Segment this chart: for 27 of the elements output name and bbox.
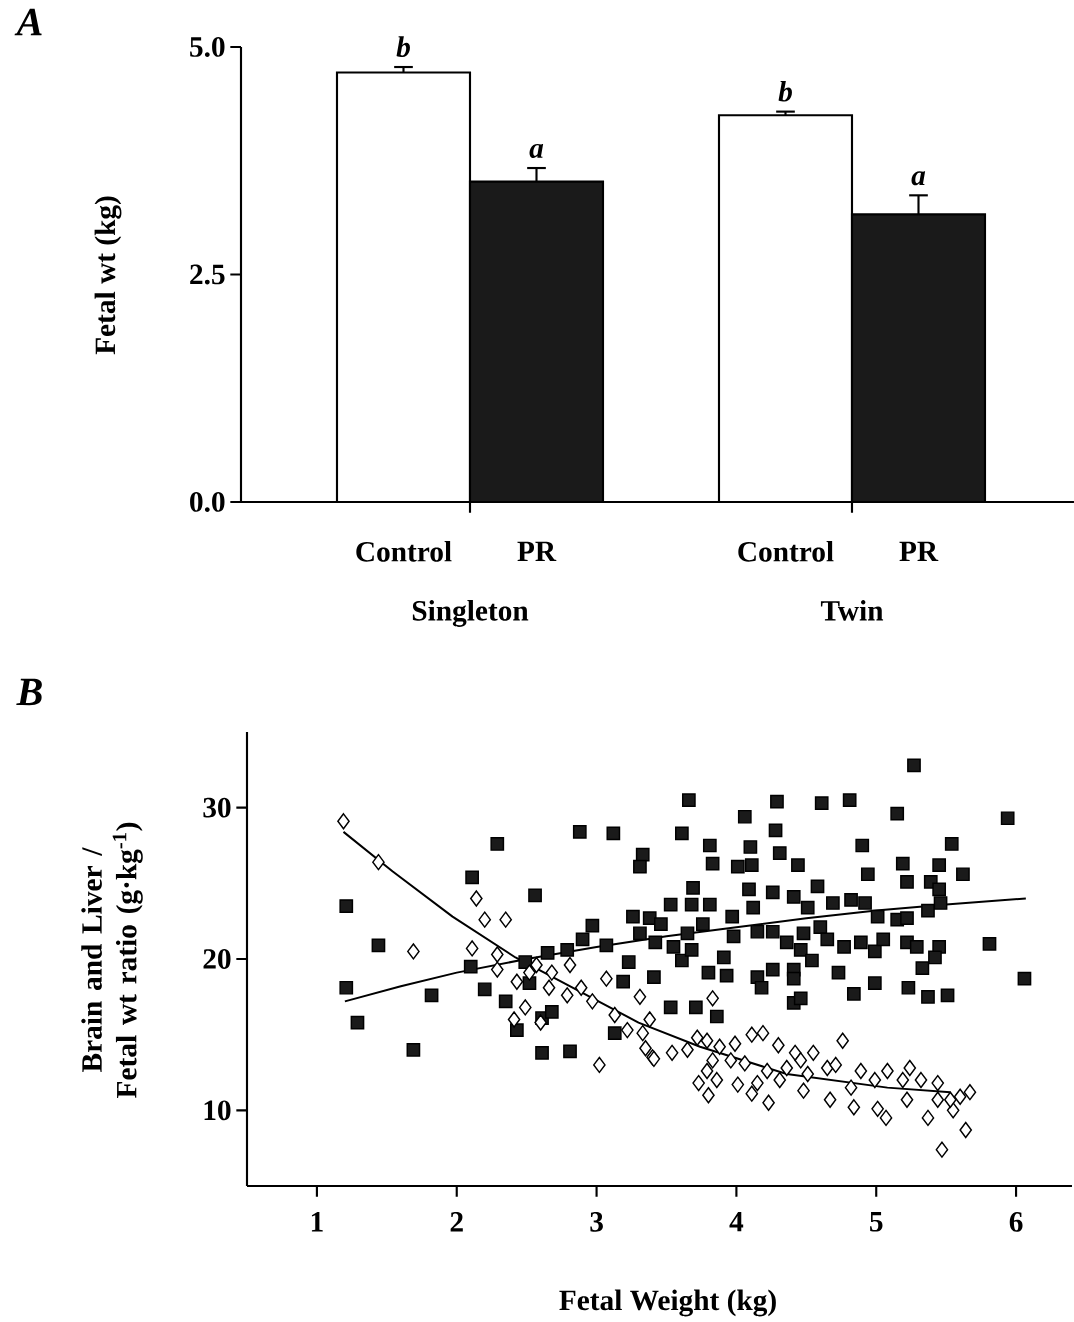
x-tick-label: Singleton	[412, 600, 529, 627]
x-tick-label: 3	[590, 1212, 603, 1232]
y-axis-title: Brain and Liver / Fetal wt ratio (g·kg$^{-1}$)	[81, 822, 143, 1098]
y-tick-label: 5.0	[190, 37, 225, 57]
y-tick-label: 30	[203, 797, 231, 818]
x-tick-label: 2	[450, 1212, 463, 1232]
x-axis-title: Fetal Weight (kg)	[559, 1289, 776, 1317]
chart-title: B	[16, 678, 42, 706]
x-tick-label: Twin	[820, 600, 884, 621]
chart-title: A	[14, 8, 42, 36]
y-tick-label: 10	[204, 1100, 231, 1121]
series-label: PR	[517, 541, 557, 561]
x-tick-label: 6	[1009, 1212, 1023, 1232]
legend-label: Control	[356, 541, 452, 562]
annotation: b	[778, 80, 792, 102]
y-tick-label: 0.0	[190, 492, 225, 512]
annotation: a	[911, 171, 926, 186]
x-tick-label: 4	[729, 1212, 744, 1232]
y-axis-title: Fetal wt (kg)	[94, 196, 122, 355]
x-tick-label: 1	[311, 1212, 323, 1232]
text: PR	[899, 541, 939, 561]
x-tick-label: 5	[870, 1212, 883, 1232]
y-tick-label: 2.5	[190, 264, 225, 285]
annotation: a	[529, 143, 544, 158]
annotation: b	[396, 36, 410, 57]
y-tick-label: 20	[203, 949, 231, 969]
text: Control	[738, 541, 834, 562]
